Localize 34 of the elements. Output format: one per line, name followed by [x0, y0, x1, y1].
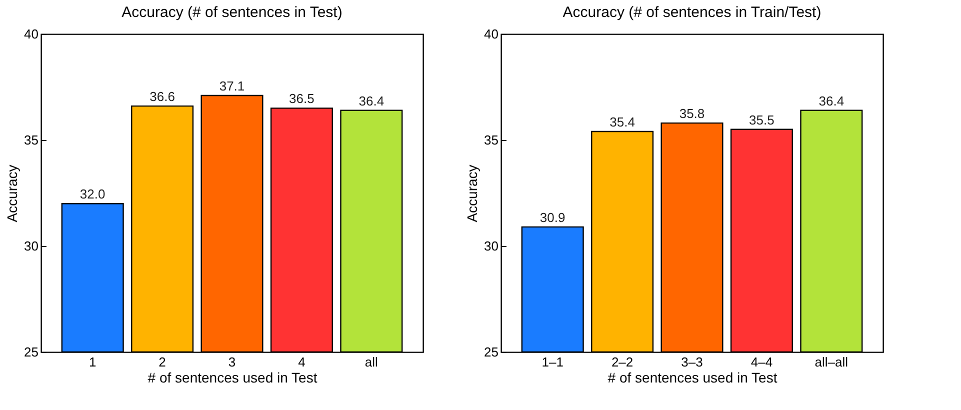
y-tick-label: 25: [24, 344, 38, 360]
data-label: 35.4: [610, 114, 635, 130]
data-label: 36.6: [150, 89, 175, 104]
data-label: 36.4: [818, 93, 844, 108]
x-tick-label: 3–3: [681, 354, 703, 370]
x-tick-label: 4: [298, 354, 306, 370]
y-axis-title: Accuracy: [4, 164, 20, 222]
x-tick-label: 1: [88, 354, 96, 370]
x-axis-title: # of sentences used in Test: [148, 370, 318, 386]
y-tick-label: 25: [484, 344, 498, 360]
data-label: 32.0: [80, 186, 106, 202]
y-axis-title: Accuracy: [464, 164, 480, 222]
x-tick-label: 2–2: [611, 354, 634, 370]
data-label: 35.8: [679, 106, 705, 122]
y-tick-label: 40: [484, 26, 498, 42]
data-label: 30.9: [540, 210, 566, 225]
x-tick-label: 3: [228, 354, 236, 370]
data-label: 35.5: [749, 112, 774, 128]
data-label: 37.1: [219, 78, 245, 94]
data-label: 36.4: [358, 93, 384, 108]
y-tick-label: 30: [24, 238, 38, 254]
data-label: 36.5: [289, 91, 314, 106]
y-tick-label: 35: [24, 132, 38, 148]
y-tick-label: 40: [24, 26, 38, 42]
x-tick-label: 1–1: [542, 354, 564, 370]
x-tick-label: 2: [158, 354, 166, 370]
chart-title: Accuracy (# of sentences in Test): [122, 4, 342, 21]
x-tick-label: all: [364, 354, 378, 370]
y-tick-label: 35: [484, 132, 498, 148]
x-tick-label: all–all: [814, 354, 848, 370]
chart-title: Accuracy (# of sentences in Train/Test): [562, 4, 822, 21]
x-tick-label: 4–4: [750, 354, 773, 370]
y-tick-label: 30: [484, 238, 498, 254]
x-axis-title: # of sentences used in Test: [608, 370, 778, 386]
